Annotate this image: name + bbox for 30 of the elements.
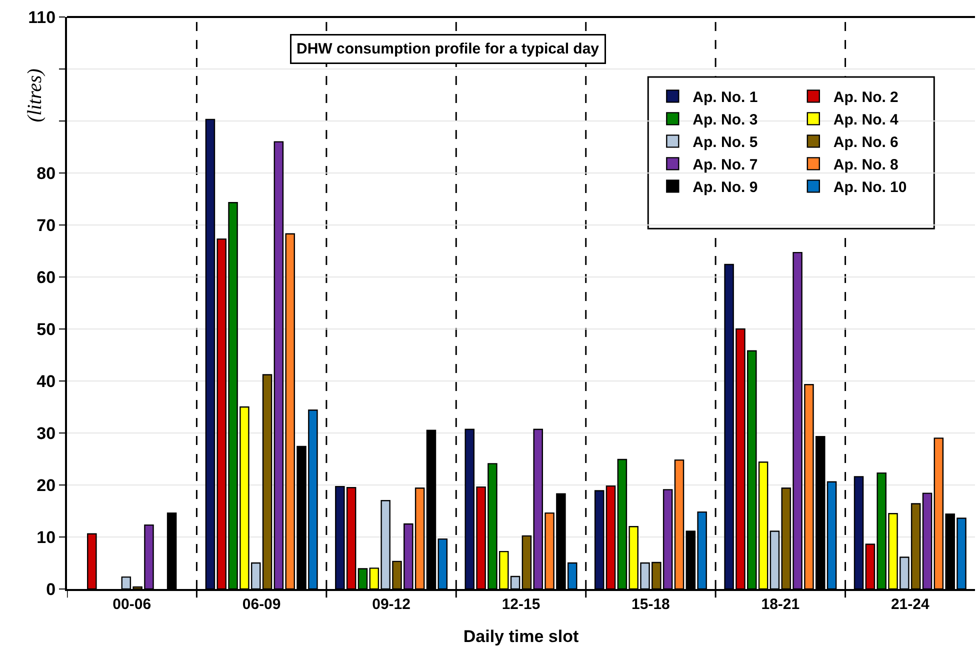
x-tick-label: 15-18 xyxy=(632,596,670,613)
y-tick-label: 30 xyxy=(36,424,56,443)
y-tick-label: 40 xyxy=(36,372,56,391)
legend-label: Ap. No. 9 xyxy=(692,179,758,196)
x-tick-label: 00-06 xyxy=(112,596,152,613)
x-tick-label: 06-09 xyxy=(242,596,281,613)
legend-label: Ap. No. 10 xyxy=(833,179,907,196)
y-tick-label: 10 xyxy=(36,528,56,547)
x-tick-label: 12-15 xyxy=(502,596,540,613)
x-axis-title: Daily time slot xyxy=(463,626,579,646)
legend-label: Ap. No. 6 xyxy=(833,134,898,152)
y-tick-label: 0 xyxy=(46,580,56,599)
y-tick-label: 70 xyxy=(36,216,56,235)
text: DHW consumption profile for a typical day xyxy=(296,40,600,58)
x-tick-label: 09-12 xyxy=(372,596,410,613)
legend-label: Ap. No. 8 xyxy=(833,156,898,174)
y-tick-label: 80 xyxy=(36,164,56,183)
y-tick-label: 60 xyxy=(36,268,56,287)
x-tick-label: 21-24 xyxy=(890,596,930,613)
legend-label: Ap. No. 2 xyxy=(833,89,898,106)
y-axis-title: (litres) xyxy=(24,68,46,122)
x-tick-label: 18-21 xyxy=(761,596,800,613)
legend-label: Ap. No. 5 xyxy=(692,134,758,152)
y-tick-label: 50 xyxy=(36,320,56,339)
legend-label: Ap. No. 1 xyxy=(692,89,758,106)
legend-label: Ap. No. 7 xyxy=(692,156,758,174)
legend-label: Ap. No. 4 xyxy=(833,112,900,129)
legend-label: Ap. No. 3 xyxy=(692,112,758,129)
y-tick-label: 110 xyxy=(28,8,56,27)
y-tick-label: 20 xyxy=(36,476,56,495)
